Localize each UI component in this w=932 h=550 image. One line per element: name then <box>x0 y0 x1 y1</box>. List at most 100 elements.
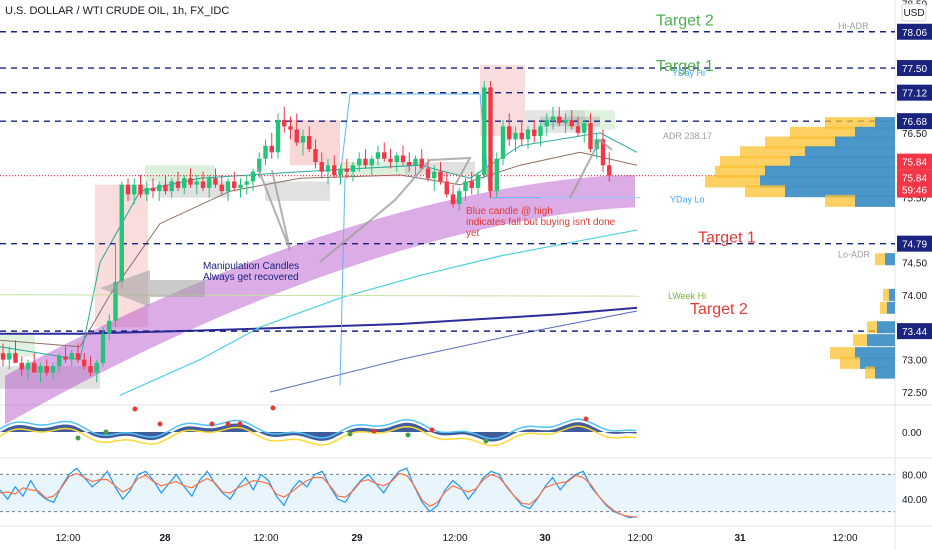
oscillator-dot <box>157 421 163 427</box>
candle-body <box>394 155 399 162</box>
reference-label: YDay Lo <box>670 195 705 205</box>
drawn-wedge <box>569 138 613 199</box>
candle-body <box>307 136 312 150</box>
price-tick-label: 74.50 <box>902 258 927 269</box>
oscillator-dot <box>483 438 489 444</box>
note-line: Blue candle @ high <box>466 206 553 217</box>
oscillator-dot <box>132 406 138 412</box>
time-tick-label: 29 <box>351 533 363 544</box>
candle-body <box>325 165 331 172</box>
time-tick-label: 12:00 <box>627 533 652 544</box>
candle-body <box>25 362 31 370</box>
zone-box <box>0 333 35 357</box>
candle-body <box>44 366 49 373</box>
volume-profile-bar <box>875 366 895 379</box>
price-tick-label: 73.00 <box>902 356 927 367</box>
level-price-tag <box>897 60 932 77</box>
candle-body <box>225 181 231 192</box>
volume-profile-bar <box>805 146 895 159</box>
candle-body <box>338 168 343 175</box>
oscillator-area <box>0 422 637 442</box>
candle-body <box>238 184 243 188</box>
price-tick-label: 75.50 <box>902 194 927 205</box>
candle-body <box>375 152 381 159</box>
candle-body <box>57 356 62 367</box>
candle-body <box>232 181 237 188</box>
current-price-text: 75.84 <box>902 158 927 169</box>
candle-body <box>369 158 374 166</box>
current-price-tag <box>897 153 932 170</box>
blue-candle-note: Blue candle @ high indicates fall but buy… <box>466 206 616 239</box>
candle-body <box>482 87 487 175</box>
volume-profile-bar <box>875 117 895 130</box>
candle-body <box>63 356 68 360</box>
currency-badge[interactable] <box>901 3 927 22</box>
candle-body <box>207 178 212 188</box>
level-price-tag <box>897 23 932 40</box>
oscillator-dot <box>429 427 435 433</box>
volume-profile-bar <box>855 347 895 360</box>
price-tick-label: 72.50 <box>902 388 927 399</box>
candle-body <box>194 181 199 185</box>
volume-profile-bar <box>760 175 895 188</box>
candle-body <box>588 123 593 150</box>
candle-body <box>519 132 524 140</box>
candle-body <box>363 158 368 166</box>
candle-body <box>188 178 193 185</box>
candle-body <box>250 171 256 182</box>
candle-body <box>569 119 574 127</box>
candle-body <box>344 168 349 172</box>
candle-body <box>263 145 268 159</box>
candle-body <box>163 184 168 192</box>
candle-body <box>175 181 181 188</box>
oscillator-dot <box>209 421 215 427</box>
oscillator-signal-line <box>0 425 637 447</box>
stoch-axis-label: 80.00 <box>902 470 927 481</box>
candle-body <box>244 181 249 185</box>
target-label-green: Target 2 <box>656 12 714 29</box>
oscillator-dot <box>583 416 589 422</box>
time-tick-label: 12:00 <box>832 533 857 544</box>
candle-body <box>425 168 431 179</box>
level-price-text: 74.79 <box>902 240 927 251</box>
reference-label: LWeek Hi <box>668 291 706 301</box>
volume-profile-bar <box>867 334 895 347</box>
time-tick-label: 12:00 <box>442 533 467 544</box>
candle-body <box>213 178 218 185</box>
candle-body <box>38 366 43 373</box>
candle-body <box>313 149 318 162</box>
oscillator-axis-label: 0.00 <box>902 428 922 439</box>
stoch-band <box>0 474 895 512</box>
candle-body <box>275 119 281 153</box>
candle-body <box>532 129 537 137</box>
volume-profile-bar <box>887 301 895 314</box>
drawn-wedge <box>257 167 291 251</box>
candle-body <box>382 152 387 159</box>
price-tick-label: 76.50 <box>902 129 927 140</box>
candle-body <box>157 184 162 192</box>
reference-label: Hi-ADR <box>838 21 869 31</box>
oscillator-line <box>0 418 637 440</box>
candle-body <box>269 145 274 153</box>
oscillator-dot <box>237 421 243 427</box>
candle-body <box>544 119 549 127</box>
level-price-tag <box>897 323 932 340</box>
candle-body <box>507 126 512 140</box>
candle-body <box>469 181 474 188</box>
ma-blue-line <box>269 310 638 393</box>
volume-profile-bar <box>785 185 895 198</box>
level-price-text: 77.12 <box>902 89 927 100</box>
candle-body <box>88 366 93 373</box>
candle-body <box>32 362 37 373</box>
level-price-tag <box>897 235 932 252</box>
candle-body <box>488 87 493 192</box>
candle-body <box>94 362 99 373</box>
time-tick-label: 12:00 <box>55 533 80 544</box>
candle-body <box>582 123 587 133</box>
volume-profile-bar <box>825 117 895 130</box>
reference-label: ADR 238.17 <box>663 131 712 141</box>
candle-body <box>400 155 406 162</box>
level-price-tag <box>897 84 932 101</box>
candle-body <box>200 181 206 188</box>
